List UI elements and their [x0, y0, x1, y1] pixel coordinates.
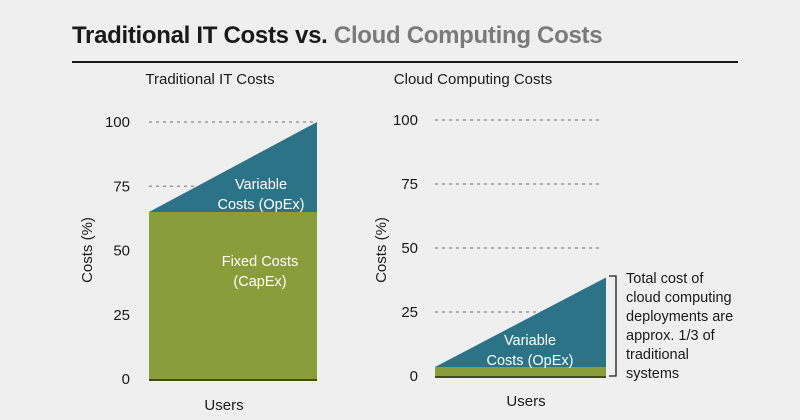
cloud-chart-title: Cloud Computing Costs — [394, 71, 552, 88]
cloud-y-tick-label: 25 — [401, 304, 418, 321]
annotation-text: approx. 1/3 of — [626, 328, 716, 344]
traditional-series-label: (CapEx) — [233, 274, 286, 290]
cloud-x-axis-label: Users — [506, 393, 545, 410]
traditional-y-tick-label: 100 — [105, 114, 130, 131]
annotation-text: deployments are — [626, 309, 733, 325]
cloud-series-label: Variable — [504, 333, 556, 349]
traditional-area-fixed-costs-capex — [149, 211, 317, 379]
cloud-annotation: Total cost of cloud computing deployments … — [609, 271, 733, 382]
traditional-x-axis-label: Users — [204, 397, 243, 414]
title-part-b: Cloud Computing Costs — [333, 22, 603, 49]
cloud-chart: Cloud Computing Costs 0 25 50 75 100 Variable C… — [373, 71, 606, 410]
traditional-series-label: Variable — [235, 177, 287, 193]
traditional-chart: Traditional IT Costs 0 25 50 75 100 Fixed Cost… — [79, 71, 317, 414]
cloud-area-fixed-costs — [435, 367, 606, 376]
cloud-series-label: Costs (OpEx) — [486, 353, 573, 369]
annotation-text: systems — [626, 366, 679, 382]
cloud-area-variable-costs-opex — [435, 277, 606, 368]
title-part-a: Traditional IT Costs vs. — [72, 22, 328, 49]
annotation-text: cloud computing — [626, 290, 732, 306]
traditional-series-label: Fixed Costs — [222, 254, 299, 270]
traditional-chart-title: Traditional IT Costs — [145, 71, 274, 88]
traditional-y-axis-label: Costs (%) — [79, 217, 96, 283]
cloud-y-tick-label: 75 — [401, 176, 418, 193]
page-title: Traditional IT Costs vs. Cloud Computing… — [72, 22, 603, 50]
cloud-y-tick-label: 50 — [401, 240, 418, 257]
cloud-y-axis-label: Costs (%) — [373, 217, 390, 283]
traditional-y-tick-label: 25 — [113, 307, 130, 324]
cloud-y-tick-label: 100 — [393, 112, 418, 129]
annotation-bracket — [609, 275, 617, 377]
traditional-y-tick-label: 75 — [113, 178, 130, 195]
cloud-y-tick-label: 0 — [410, 368, 418, 385]
traditional-series-label: Costs (OpEx) — [217, 197, 304, 213]
traditional-area-variable-costs-opex — [149, 122, 317, 212]
title-rule — [72, 61, 738, 63]
traditional-y-tick-label: 0 — [122, 371, 130, 388]
annotation-text: traditional — [626, 347, 689, 363]
annotation-text: Total cost of — [626, 271, 704, 287]
traditional-y-tick-label: 50 — [113, 243, 130, 260]
